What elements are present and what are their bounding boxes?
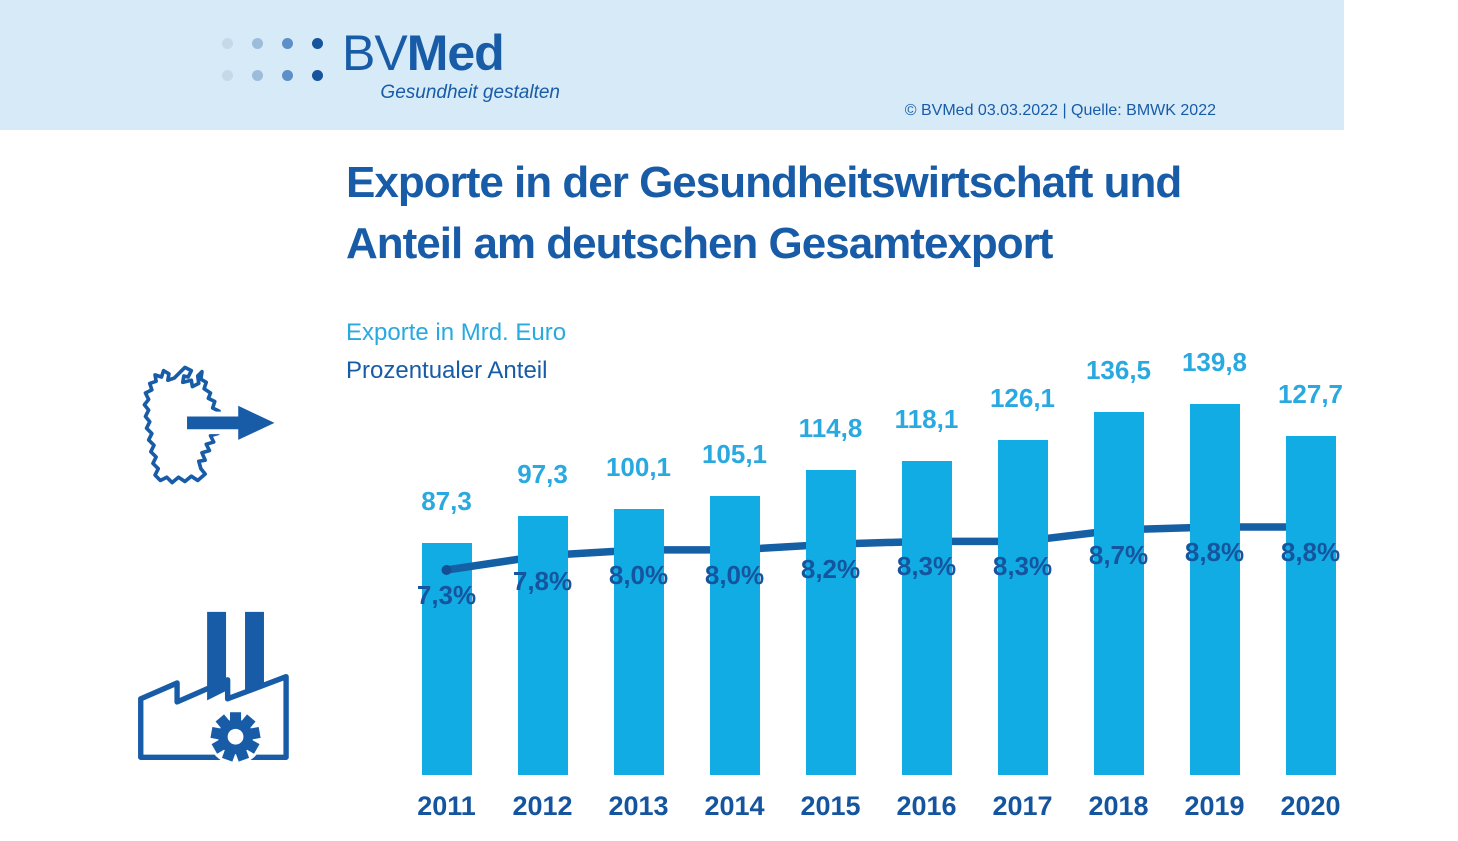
bar-2013 (613, 509, 664, 775)
percent-label: 7,8% (512, 565, 573, 596)
bar-value-label: 127,7 (1277, 378, 1344, 409)
logo-dot (282, 70, 293, 81)
bar-value-label: 97,3 (517, 459, 568, 490)
x-axis-year-label: 2014 (704, 791, 765, 821)
header-band: BVMed Gesundheit gestalten © BVMed 03.03… (0, 0, 1344, 130)
germany-export-icon (138, 362, 283, 504)
bar-value-label: 139,8 (1181, 346, 1248, 377)
percent-label: 8,8% (1280, 536, 1341, 567)
x-axis-year-label: 2015 (800, 791, 861, 821)
bar-value-label: 105,1 (701, 438, 768, 469)
page-title: Exporte in der Gesundheitswirtschaft und… (346, 152, 1182, 274)
logo-dot (252, 70, 263, 81)
x-axis-year-label: 2016 (896, 791, 957, 821)
percent-label: 8,0% (704, 559, 765, 590)
bar-2012 (517, 516, 568, 775)
x-axis-year-label: 2017 (992, 791, 1053, 821)
x-axis-year-label: 2020 (1280, 791, 1341, 821)
trend-point (441, 565, 452, 575)
page-title-line2: Anteil am deutschen Gesamtexport (346, 219, 1053, 268)
x-axis-year-label: 2013 (608, 791, 669, 821)
bar-value-label: 136,5 (1085, 355, 1152, 386)
bar-2011 (421, 543, 472, 775)
percent-label: 8,3% (992, 551, 1053, 582)
logo-text-bv: BV (342, 25, 408, 81)
germany-map-icon (142, 365, 280, 485)
export-arrow-icon (182, 401, 280, 445)
logo-dot (312, 70, 323, 81)
logo-dot (282, 38, 293, 49)
logo-dots-icon (222, 38, 334, 88)
bar-2019 (1189, 403, 1240, 775)
bar-2017 (997, 439, 1048, 775)
logo-wordmark: BVMed (342, 24, 505, 82)
logo-dot (222, 70, 233, 81)
chart-legend: Exporte in Mrd. Euro Prozentualer Anteil (346, 314, 566, 390)
percent-label: 8,3% (896, 551, 957, 582)
bvmed-logo: BVMed Gesundheit gestalten (222, 25, 642, 120)
gear-icon (207, 709, 264, 765)
x-axis-year-label: 2012 (512, 791, 573, 821)
bar-2018 (1093, 412, 1144, 775)
logo-dot (252, 38, 263, 49)
x-axis-year-label: 2011 (417, 791, 476, 821)
bar-value-label: 126,1 (989, 382, 1056, 413)
legend-line-label: Prozentualer Anteil (346, 357, 548, 384)
logo-dot (312, 38, 323, 49)
factory-gear-icon (138, 611, 289, 765)
bar-value-label: 100,1 (605, 452, 672, 483)
bar-2016 (901, 461, 952, 775)
percent-label: 7,3% (416, 580, 477, 610)
copyright-source-note: © BVMed 03.03.2022 | Quelle: BMWK 2022 (904, 102, 1216, 119)
percent-label: 8,7% (1088, 539, 1149, 570)
logo-text-med: Med (406, 25, 505, 81)
percent-label: 8,0% (608, 559, 669, 590)
chimney-icon (207, 611, 227, 701)
bar-value-label: 118,1 (894, 404, 959, 435)
factory-icon (136, 604, 294, 765)
legend-bars-label: Exporte in Mrd. Euro (346, 319, 567, 346)
bar-2015 (805, 469, 856, 775)
chimney-icon (245, 611, 264, 693)
bar-2014 (709, 495, 760, 775)
x-axis-year-label: 2018 (1088, 791, 1149, 821)
logo-dot (222, 38, 233, 49)
percent-label: 8,8% (1184, 536, 1245, 567)
x-axis-year-label: 2019 (1184, 791, 1245, 821)
bar-value-label: 87,3 (421, 486, 472, 517)
bar-2020 (1285, 435, 1336, 775)
bar-value-label: 114,8 (798, 412, 863, 443)
percent-label: 8,2% (800, 554, 861, 585)
page-title-line1: Exporte in der Gesundheitswirtschaft und (346, 158, 1182, 207)
logo-tagline: Gesundheit gestalten (380, 82, 560, 103)
